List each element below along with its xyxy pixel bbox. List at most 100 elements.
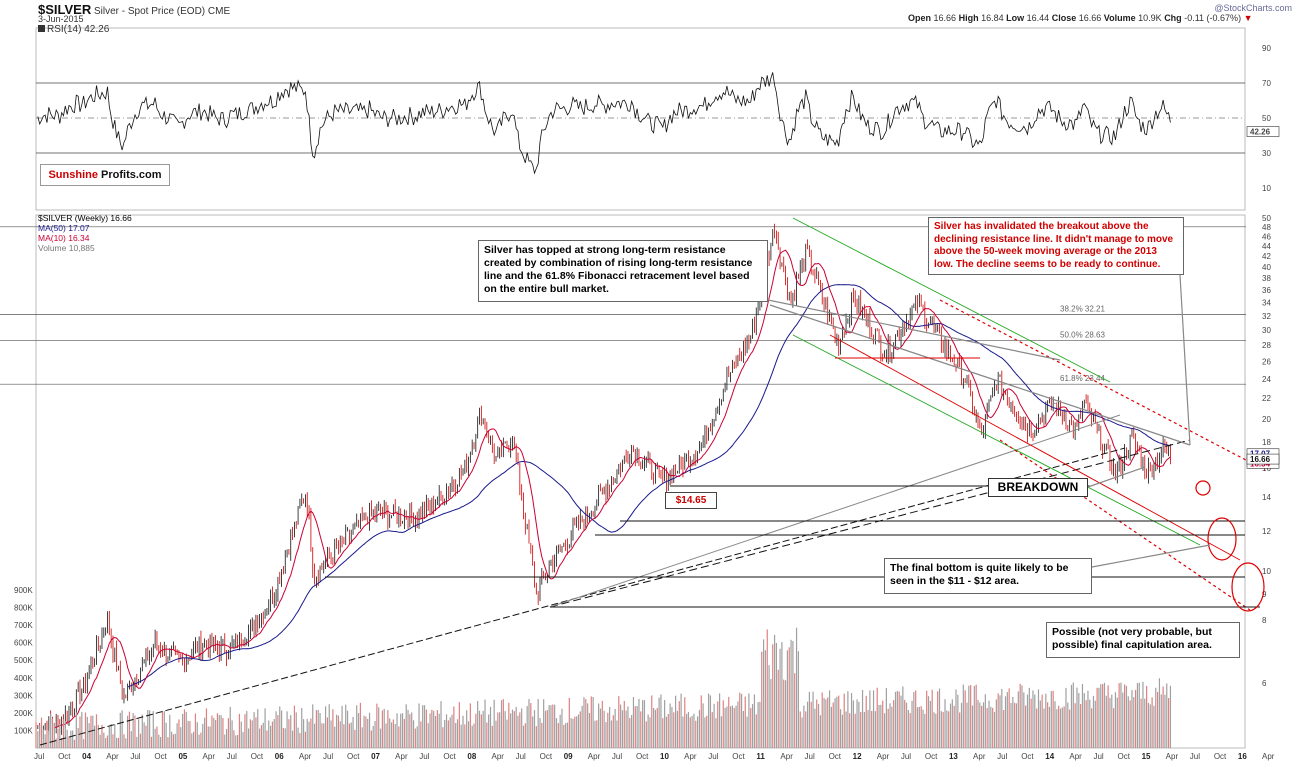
close-value: 16.66	[1078, 13, 1102, 23]
volume-bar	[1127, 696, 1129, 748]
volume-tick-label: 700K	[14, 621, 33, 630]
volume-bar	[937, 691, 939, 748]
volume-bar	[920, 706, 922, 748]
volume-bar	[1083, 693, 1085, 748]
volume-bar	[1142, 681, 1144, 748]
volume-bar	[304, 731, 307, 748]
volume-bar	[363, 715, 365, 748]
volume-bar	[665, 716, 668, 748]
volume-bar	[1039, 700, 1041, 748]
volume-bar	[1014, 702, 1016, 748]
volume-bar	[493, 699, 495, 748]
volume-bar	[491, 725, 493, 748]
volume-bar	[62, 719, 65, 748]
volume-bar	[1043, 708, 1045, 748]
volume-bar	[748, 693, 750, 748]
volume-bar	[125, 738, 127, 748]
green-lower-channel	[792, 334, 1201, 546]
volume-bar	[810, 701, 812, 748]
volume-bar	[456, 719, 459, 748]
volume-bar	[200, 732, 202, 748]
volume-bar	[823, 697, 825, 748]
volume-bar	[592, 697, 594, 748]
volume-bar	[392, 719, 394, 748]
volume-bar	[651, 695, 653, 748]
stockcharts-logo[interactable]: @StockCharts.com	[1214, 3, 1292, 13]
price-tick-label: 32	[1262, 312, 1271, 321]
volume-bar	[929, 700, 931, 748]
volume-bar	[880, 704, 882, 748]
volume-bar	[821, 692, 823, 748]
volume-bar	[273, 719, 275, 748]
volume-bar	[854, 713, 856, 748]
volume-bar	[636, 705, 638, 748]
volume-bar	[460, 724, 462, 748]
volume-bar	[1012, 696, 1014, 748]
volume-bar	[995, 699, 997, 748]
volume-bar	[213, 717, 215, 748]
volume-bar	[735, 705, 737, 748]
volume-tick-label: 900K	[14, 586, 33, 595]
ma10-line	[54, 249, 1171, 728]
price-tick-label: 30	[1262, 326, 1271, 335]
volume-bar	[711, 712, 713, 748]
volume-bar	[258, 728, 261, 748]
volume-bar	[215, 720, 217, 748]
volume-bar	[605, 722, 607, 748]
volume-bar	[1114, 692, 1117, 748]
bottom-note: The final bottom is quite likely to be s…	[884, 558, 1092, 594]
brand-badge[interactable]: Sunshine Profits.com	[40, 164, 170, 186]
volume-bar	[275, 711, 277, 748]
volume-bar	[361, 727, 363, 748]
volume-bar	[783, 679, 785, 748]
volume-bar	[720, 716, 723, 748]
value-tag-text: 16.66	[1250, 455, 1271, 464]
volume-bar	[290, 715, 292, 748]
ma50-line	[127, 284, 1171, 688]
x-tick-label: 08	[467, 752, 476, 761]
high-value: 16.84	[981, 13, 1004, 23]
volume-bar	[1169, 685, 1172, 748]
volume-bar	[878, 704, 880, 748]
x-tick-label: 16	[1238, 752, 1247, 761]
volume-bar	[412, 720, 415, 748]
volume-bar	[1158, 678, 1161, 748]
volume-bar	[838, 695, 840, 748]
volume-bar	[1023, 692, 1025, 748]
volume-bar	[519, 712, 521, 748]
x-tick-label: 12	[853, 752, 862, 761]
volume-bar	[982, 702, 985, 748]
volume-bar	[244, 714, 246, 748]
volume-bar	[348, 723, 350, 748]
volume-bar	[438, 713, 440, 748]
target-circle-capitulation	[1231, 562, 1265, 612]
volume-bar	[226, 728, 228, 748]
volume-bar	[171, 731, 173, 748]
volume-bar	[357, 713, 360, 748]
volume-bar	[176, 723, 178, 748]
volume-bar	[631, 715, 633, 748]
volume-bar	[794, 673, 796, 748]
volume-bar	[224, 734, 226, 748]
price-tick-label: 14	[1262, 493, 1271, 502]
volume-bar	[121, 710, 123, 748]
volume-bar	[915, 690, 917, 748]
volume-bar	[335, 714, 338, 748]
volume-bar	[530, 703, 532, 748]
volume-bar	[187, 720, 189, 748]
volume-bar	[326, 717, 328, 748]
volume-bar	[1107, 685, 1109, 748]
volume-bar	[55, 738, 57, 748]
volume-bar	[559, 714, 561, 748]
volume-bar	[422, 705, 424, 748]
price-1465-label: $14.65	[665, 492, 717, 509]
volume-bar	[1041, 694, 1043, 748]
volume-bar	[291, 730, 294, 748]
volume-bar	[618, 696, 620, 748]
volume-bar	[1094, 700, 1096, 748]
x-tick-label: Jul	[323, 752, 333, 761]
rsi-tick-label: 30	[1262, 149, 1271, 158]
volume-bar	[975, 684, 977, 748]
x-tick-label: 13	[949, 752, 958, 761]
